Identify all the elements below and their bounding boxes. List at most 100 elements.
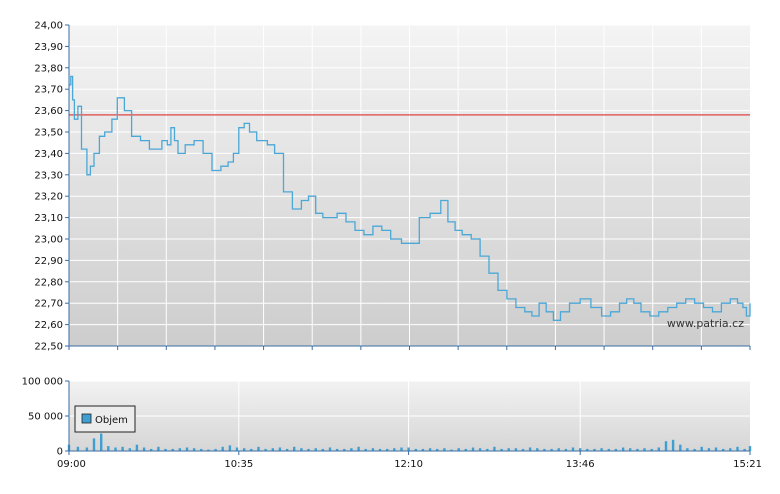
price-y-tick-label: 23,40 [34, 149, 63, 160]
volume-y-tick-label: 0 [57, 447, 63, 458]
volume-bar [478, 448, 482, 451]
volume-bar [743, 448, 746, 451]
price-y-tick-label: 22,80 [34, 277, 63, 288]
volume-bar [521, 448, 525, 451]
volume-bar [579, 448, 582, 451]
volume-bar [121, 446, 124, 451]
volume-bar [314, 448, 317, 451]
volume-y-axis: 100 000 50 000 0 [22, 377, 69, 458]
volume-bar [586, 448, 589, 451]
volume-bar [714, 447, 718, 451]
price-panel: 24,00 23,90 23,80 23,70 23,60 23,50 23,40 23,30… [34, 21, 751, 353]
volume-bar [464, 448, 467, 451]
price-y-tick-label: 23,20 [34, 192, 63, 203]
volume-bar [471, 447, 475, 451]
volume-bar [436, 448, 439, 451]
price-grid [69, 24, 750, 347]
volume-bar [364, 448, 367, 451]
volume-bar [250, 448, 253, 451]
volume-bar [371, 448, 375, 451]
volume-bar [200, 448, 203, 451]
volume-bar [607, 448, 610, 451]
volume-bar [536, 448, 539, 451]
volume-bar [450, 449, 453, 451]
volume-bar [135, 444, 139, 451]
volume-bar [593, 448, 596, 451]
volume-bar [192, 448, 196, 451]
volume-bar [486, 448, 489, 451]
volume-bar [114, 447, 117, 451]
volume-bar [76, 446, 80, 451]
price-y-tick-label: 23,00 [34, 235, 63, 246]
volume-bar [407, 447, 410, 451]
x-tick-label: 10:35 [224, 459, 253, 470]
volume-bar [235, 447, 239, 451]
volume-bar [157, 446, 160, 451]
price-series-line [69, 75, 751, 321]
volume-bar [729, 448, 732, 451]
volume-bar [393, 448, 396, 451]
volume-bar [621, 447, 625, 451]
volume-bar [500, 448, 503, 451]
volume-bar [278, 447, 282, 451]
volume-bar [707, 448, 711, 451]
x-tick-label: 12:10 [394, 459, 423, 470]
volume-bar [571, 447, 575, 451]
volume-bar [514, 448, 518, 451]
volume-bar [128, 448, 131, 451]
volume-bar [271, 448, 274, 451]
volume-bar [700, 446, 703, 451]
volume-bar [264, 448, 267, 451]
volume-bar [293, 446, 296, 451]
price-y-tick-label: 22,90 [34, 256, 63, 267]
volume-bar [228, 445, 232, 451]
volume-bar [629, 448, 632, 451]
volume-bar [443, 448, 446, 451]
volume-panel: 100 000 50 000 0 09:00 10:35 12:10 13:46 15:21… [22, 377, 762, 471]
price-series [69, 75, 751, 321]
legend-label: Objem [95, 415, 128, 426]
volume-bar [100, 433, 103, 451]
price-y-tick-label: 22,60 [34, 320, 63, 331]
price-y-tick-label: 23,70 [34, 85, 63, 96]
price-x-tickmarks [68, 346, 751, 350]
volume-bar [185, 447, 189, 451]
volume-bar [664, 441, 668, 451]
volume-bar [693, 448, 696, 451]
volume-bar [557, 448, 560, 451]
volume-bar [636, 448, 639, 451]
volume-bar [214, 448, 217, 451]
x-tick-label: 09:00 [57, 459, 86, 470]
volume-bar [243, 448, 246, 451]
volume-bar [164, 448, 167, 451]
volume-bar [686, 448, 689, 451]
volume-bar [550, 448, 553, 451]
price-y-axis: 24,00 23,90 23,80 23,70 23,60 23,50 23,40 23,30… [34, 21, 69, 353]
volume-bar [400, 447, 403, 451]
volume-bar [650, 448, 653, 451]
volume-bar [321, 448, 324, 451]
volume-bar [671, 439, 675, 451]
volume-bar [386, 448, 389, 451]
price-y-tick-label: 22,70 [34, 299, 63, 310]
volume-bar [178, 448, 181, 451]
volume-bar [335, 448, 339, 451]
volume-bar [300, 448, 303, 451]
volume-bar [221, 446, 224, 451]
legend-swatch [81, 413, 92, 424]
price-y-tick-label: 23,90 [34, 42, 63, 53]
price-y-tick-label: 22,50 [34, 342, 63, 353]
price-y-tick-label: 23,30 [34, 170, 63, 181]
volume-bar [343, 448, 346, 451]
volume-bar [328, 447, 332, 451]
volume-bar [736, 446, 739, 451]
price-y-tick-label: 23,80 [34, 63, 63, 74]
x-tick-label: 15:21 [733, 459, 762, 470]
volume-bar [414, 448, 417, 451]
volume-bar [142, 447, 146, 451]
volume-bar [107, 446, 110, 451]
watermark: www.patria.cz [667, 317, 744, 330]
volume-bar [507, 448, 510, 451]
